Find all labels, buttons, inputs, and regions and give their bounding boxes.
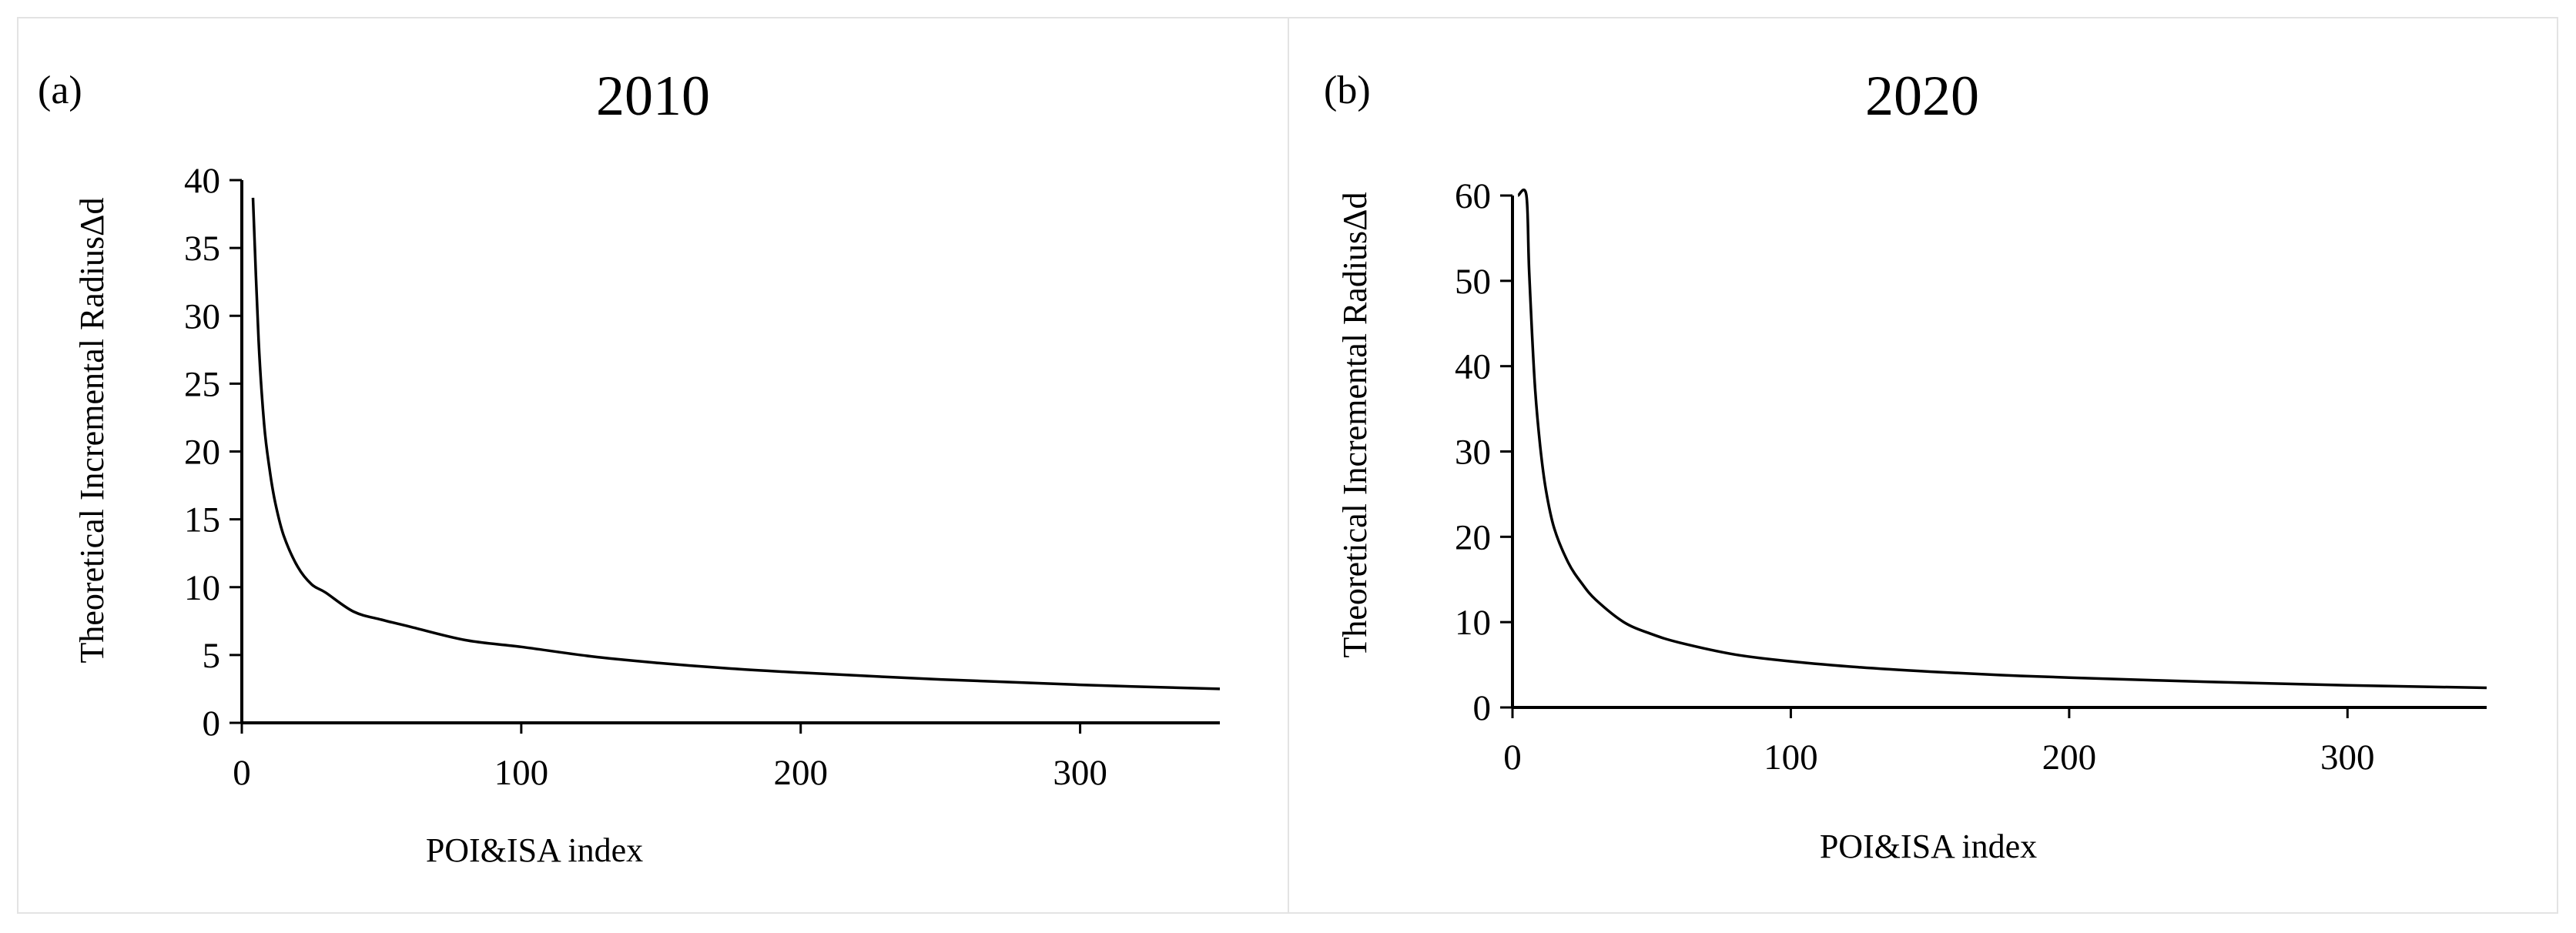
y-tick-label: 5 [203,636,221,676]
y-tick-label: 60 [1455,176,1491,216]
y-tick-label: 40 [184,161,220,201]
y-axis-title: Theoretical Incremental RadiusΔd [73,198,111,664]
x-axis-title: POI&ISA index [426,831,643,869]
x-axis-title: POI&ISA index [1820,828,2037,865]
panel-label: (a) [38,69,82,112]
series-line [1516,188,2487,690]
y-axis-title: Theoretical Incremental RadiusΔd [1336,192,1374,658]
chart-title: 2020 [1865,65,1979,128]
x-tick-label: 100 [494,753,549,793]
x-tick-label: 200 [773,753,828,793]
x-tick-label: 0 [233,753,251,793]
y-tick-label: 0 [203,704,221,744]
y-tick-label: 20 [184,433,220,473]
y-tick-label: 25 [184,364,220,404]
y-tick-label: 15 [184,500,220,540]
y-tick-label: 20 [1455,517,1491,557]
chart-panel-a: (a) 2010 POI&ISA index Theoretical Incre… [17,17,1289,914]
x-tick-label: 100 [1764,737,1818,778]
chart-svg-a: (a) 2010 POI&ISA index Theoretical Incre… [38,65,1221,869]
plot-area: 0 10 20 30 40 50 60 0 100 200 300 [1455,176,2487,778]
y-tick-label: 10 [1455,603,1491,643]
y-tick-label: 35 [184,229,220,269]
y-tick-label: 40 [1455,347,1491,387]
y-tick-label: 30 [184,296,220,336]
y-tick-label: 30 [1455,433,1491,473]
x-tick-label: 0 [1503,737,1522,778]
x-tick-label: 300 [1053,753,1107,793]
chart-svg-b: (b) 2020 POI&ISA index Theoretical Incre… [1324,65,2487,865]
y-tick-label: 0 [1473,688,1492,728]
y-tick-label: 10 [184,568,220,608]
plot-area: 0 5 10 15 20 25 30 35 40 0 100 200 300 [184,161,1221,793]
x-tick-label: 300 [2320,737,2375,778]
series-line [251,197,1221,691]
chart-panel-b: (b) 2020 POI&ISA index Theoretical Incre… [1288,17,2558,914]
y-tick-label: 50 [1455,262,1491,302]
chart-title: 2010 [596,65,710,128]
x-tick-label: 200 [2042,737,2097,778]
panel-label: (b) [1324,69,1371,112]
